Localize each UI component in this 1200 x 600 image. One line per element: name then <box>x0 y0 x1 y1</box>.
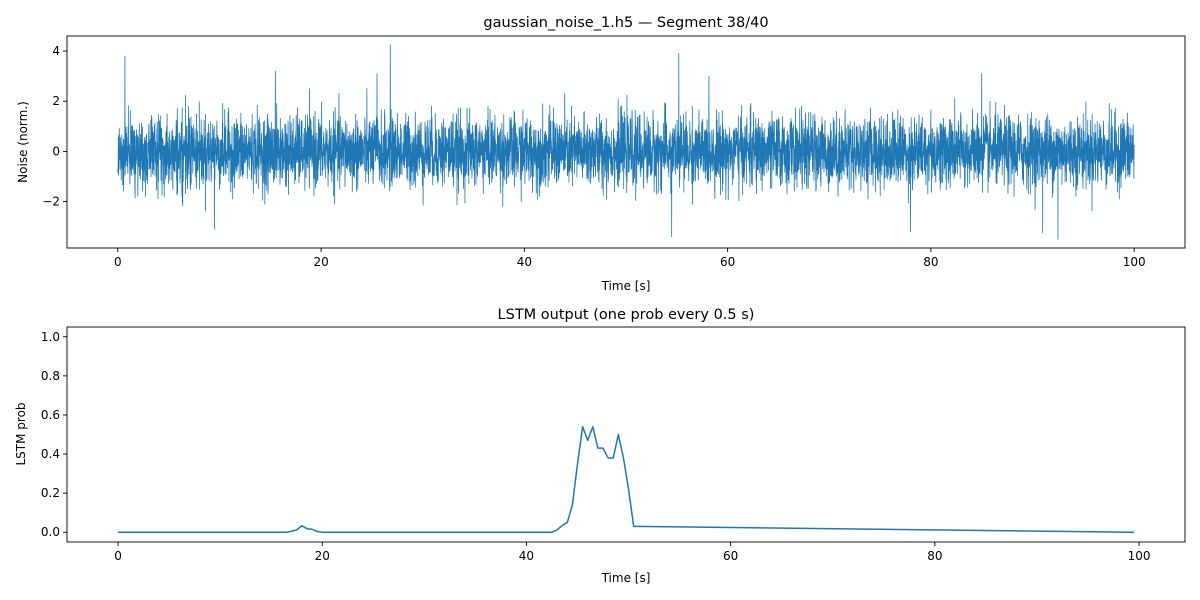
lstm-y-ticks: 0.0 0.2 0.4 0.6 0.8 1.0 <box>41 330 67 539</box>
noise-plot-frame <box>66 35 1186 249</box>
x-tick-label: 0 <box>114 255 122 269</box>
lstm-plot-frame <box>66 326 1186 543</box>
lstm-x-ticks: 0 20 40 60 80 100 <box>114 542 1151 563</box>
x-tick-label: 40 <box>517 255 532 269</box>
series-line <box>117 44 1135 240</box>
x-tick-label: 20 <box>313 255 328 269</box>
series-line <box>118 425 1134 533</box>
x-tick-label: 60 <box>720 255 735 269</box>
lstm-x-axis-label: Time [s] <box>601 571 651 585</box>
y-tick-label: 0.4 <box>41 447 60 461</box>
lstm-chart-title: LSTM output (one prob every 0.5 s) <box>498 307 755 323</box>
y-tick-label: 0.8 <box>41 369 60 383</box>
x-tick-label: 60 <box>723 549 738 563</box>
x-tick-label: 100 <box>1128 549 1151 563</box>
lstm-series <box>118 425 1134 533</box>
y-tick-label: 0 <box>52 144 60 158</box>
x-tick-label: 100 <box>1123 255 1146 269</box>
y-tick-label: −2 <box>42 195 60 209</box>
y-tick-label: 1.0 <box>41 330 60 344</box>
y-tick-label: 0.0 <box>41 525 60 539</box>
y-tick-label: 0.2 <box>41 486 60 500</box>
x-tick-label: 0 <box>114 549 122 563</box>
noise-y-axis-label: Noise (norm.) <box>16 101 30 183</box>
x-tick-label: 80 <box>923 255 938 269</box>
x-tick-label: 80 <box>927 549 942 563</box>
lstm-chart: LSTM output (one prob every 0.5 s) 0 20 40… <box>14 307 1186 585</box>
x-tick-label: 40 <box>519 549 534 563</box>
y-tick-label: 4 <box>52 44 60 58</box>
noise-y-ticks: 4 2 0 −2 <box>42 44 67 209</box>
noise-series <box>117 44 1135 240</box>
x-tick-label: 20 <box>315 549 330 563</box>
y-tick-label: 0.6 <box>41 408 60 422</box>
noise-chart-title: gaussian_noise_1.h5 — Segment 38/40 <box>483 15 768 31</box>
noise-x-axis-label: Time [s] <box>601 279 651 293</box>
noise-x-ticks: 0 20 40 60 80 100 <box>114 248 1146 269</box>
noise-chart: gaussian_noise_1.h5 — Segment 38/40 0 20 4… <box>16 15 1186 293</box>
lstm-y-axis-label: LSTM prob <box>14 402 28 465</box>
y-tick-label: 2 <box>52 94 60 108</box>
